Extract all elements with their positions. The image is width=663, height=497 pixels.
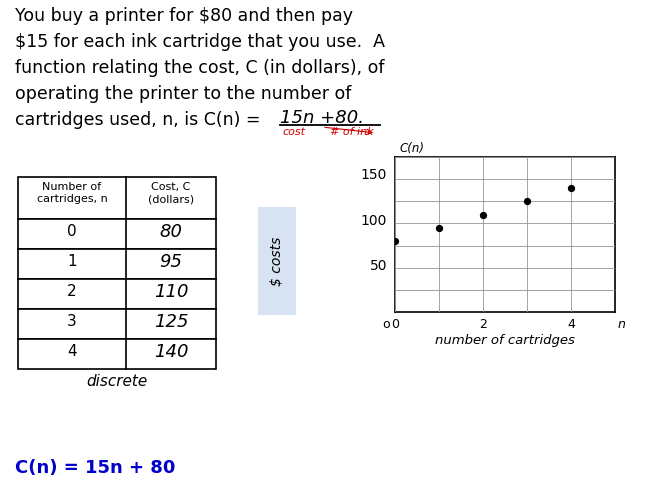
Point [434,224,444,232]
Text: number of cartridges: number of cartridges [435,334,575,347]
Bar [18,339,216,369]
Text: cost: cost [282,127,305,137]
Text: # of ink: # of ink [330,127,374,137]
Point [566,184,576,192]
Text: o: o [383,318,390,331]
Text: 2: 2 [479,318,487,331]
Text: 150: 150 [361,168,387,182]
Bar [18,219,216,249]
Point [478,211,489,219]
Text: 80: 80 [160,223,182,241]
Text: 3: 3 [67,314,77,329]
Point [522,197,532,205]
Text: 125: 125 [154,313,188,331]
Bar [18,249,216,279]
Text: 95: 95 [160,253,182,271]
Text: C(n): C(n) [399,143,424,156]
Text: 50: 50 [369,259,387,273]
Point [390,237,400,245]
Text: operating the printer to the number of: operating the printer to the number of [15,85,351,103]
Text: 1: 1 [67,254,77,269]
Text: 4: 4 [67,344,77,359]
Text: $15 for each ink cartridge that you use.  A: $15 for each ink cartridge that you use.… [15,33,385,51]
Text: 4: 4 [567,318,575,331]
Text: 0: 0 [391,318,399,331]
Bar [18,279,216,309]
Text: 2: 2 [67,284,77,299]
Text: 110: 110 [154,283,188,301]
Text: 0: 0 [67,224,77,239]
Text: You buy a printer for $80 and then pay: You buy a printer for $80 and then pay [15,7,353,25]
Text: C(n) = 15n + 80: C(n) = 15n + 80 [15,459,176,477]
Bar [258,207,296,315]
Text: n: n [617,318,625,331]
Bar [18,309,216,339]
Text: discrete: discrete [86,374,148,389]
Text: Number of
cartridges, n: Number of cartridges, n [36,182,107,204]
Text: Cost, C
(dollars): Cost, C (dollars) [148,182,194,204]
Text: $ costs: $ costs [270,236,284,286]
Bar [18,177,216,219]
Text: 15n +80.: 15n +80. [280,109,364,127]
Text: function relating the cost, C (in dollars), of: function relating the cost, C (in dollar… [15,59,385,77]
Text: 140: 140 [154,343,188,361]
Text: cartridges used, n, is C(n) =: cartridges used, n, is C(n) = [15,111,266,129]
Text: 100: 100 [361,214,387,228]
